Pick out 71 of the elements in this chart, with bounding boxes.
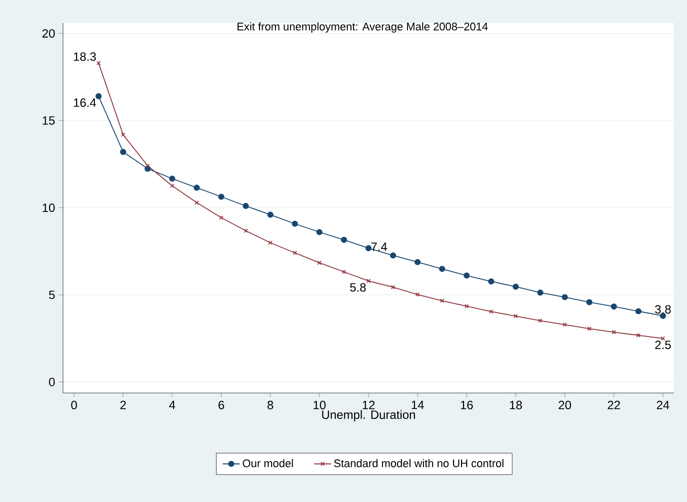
- x-tick-label: 6: [218, 400, 224, 410]
- point: [514, 314, 518, 318]
- point: [170, 184, 174, 188]
- x-axis-title: Unempl. Duration: [322, 410, 415, 422]
- point: [120, 132, 126, 137]
- point: [244, 228, 248, 233]
- point: [636, 333, 641, 338]
- point: [390, 252, 396, 259]
- chart-title: Exit from unemployment: Average Male 2008–2014: [238, 22, 488, 33]
- point: [488, 278, 494, 284]
- y-tick-label: 5: [49, 290, 55, 300]
- point: [267, 212, 274, 218]
- point: [194, 184, 200, 191]
- annotation: 3.8: [655, 305, 671, 314]
- point: [612, 330, 616, 334]
- annotation: 5.8: [350, 283, 366, 292]
- point: [489, 309, 494, 314]
- point: [415, 292, 420, 297]
- point: [340, 236, 348, 243]
- point: [464, 272, 470, 279]
- annotation: 7.4: [371, 242, 388, 251]
- x-tick-label: 10: [314, 400, 326, 410]
- legend-label: Our model: [242, 459, 293, 468]
- point: [194, 200, 199, 205]
- y-tick-label: 15: [42, 116, 55, 125]
- point: [439, 266, 446, 272]
- point: [414, 259, 421, 266]
- point: [316, 229, 322, 236]
- point: [562, 322, 567, 327]
- x-tick-label: 4: [169, 400, 176, 410]
- x-tick-label: 22: [608, 400, 620, 410]
- y-tick-label: 0: [49, 378, 55, 386]
- point: [292, 250, 298, 256]
- annotation: 18.3: [74, 52, 96, 61]
- point: [317, 260, 322, 265]
- x-tick-label: 8: [268, 400, 274, 410]
- point: [268, 240, 272, 245]
- point: [219, 216, 224, 220]
- point: [96, 93, 102, 100]
- x-tick-label: 16: [460, 400, 473, 410]
- point: [464, 304, 469, 308]
- point: [610, 303, 617, 310]
- x-tick-label: 2: [120, 400, 126, 410]
- point: [146, 164, 150, 168]
- point: [169, 176, 176, 182]
- point: [512, 284, 519, 290]
- x-tick-label: 18: [510, 400, 522, 410]
- point: [342, 270, 346, 274]
- point: [218, 194, 224, 200]
- point: [537, 290, 544, 296]
- y-tick-label: 20: [42, 29, 55, 38]
- annotation: 2.5: [655, 340, 671, 350]
- point: [586, 299, 592, 306]
- legend-label: Standard model with no UH control: [334, 459, 504, 468]
- annotation: 16.4: [74, 98, 96, 107]
- point: [366, 278, 371, 284]
- y-tick-label: 10: [42, 203, 55, 212]
- x-tick-label: 0: [71, 400, 77, 410]
- point: [120, 148, 126, 156]
- point: [538, 318, 542, 323]
- point: [587, 326, 592, 331]
- x-tick-label: 12: [362, 400, 375, 410]
- point: [390, 285, 396, 290]
- x-tick-label: 20: [558, 400, 572, 410]
- point: [292, 220, 298, 227]
- point: [440, 298, 444, 303]
- x-tick-label: 14: [412, 400, 424, 410]
- point: [562, 294, 568, 300]
- point: [242, 202, 249, 210]
- point: [635, 308, 642, 314]
- x-tick-label: 24: [656, 400, 670, 410]
